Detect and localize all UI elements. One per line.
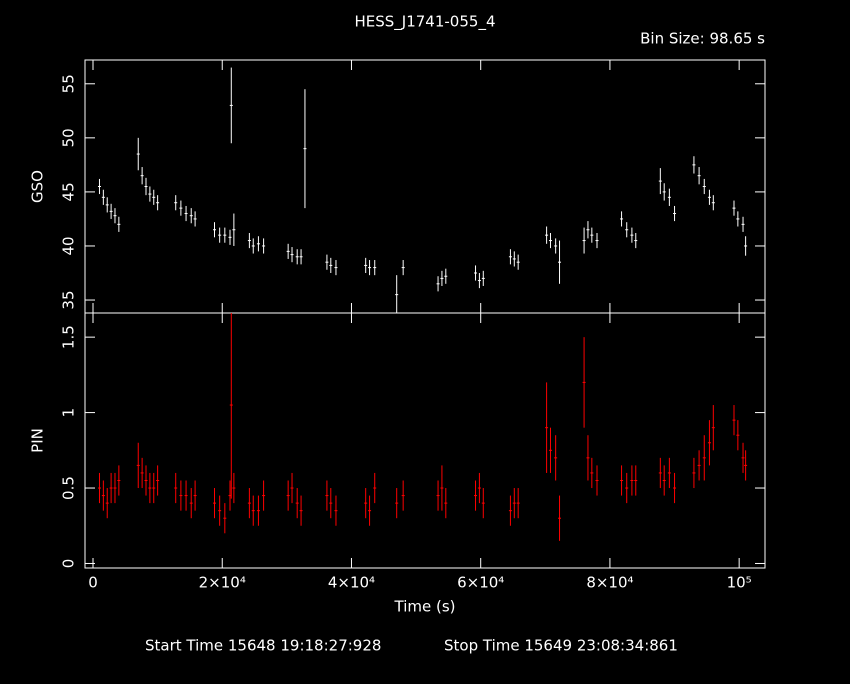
- x-tick-label: 6×10⁴: [457, 574, 504, 592]
- bin-size: Bin Size: 98.65 s: [640, 30, 765, 48]
- y-tick-label: 55: [60, 74, 78, 93]
- y-tick-label: 45: [60, 182, 78, 201]
- y-tick-label: 35: [60, 290, 78, 309]
- y-tick-label: 0: [60, 559, 78, 569]
- y-tick-label: 1: [60, 408, 78, 418]
- y-tick-label: 50: [60, 128, 78, 147]
- chart-title: HESS_J1741-055_4: [355, 13, 496, 32]
- panel-frame: [84, 59, 766, 314]
- y-tick-label: 40: [60, 236, 78, 255]
- x-axis-label: Time (s): [394, 598, 456, 616]
- x-tick-label: 8×10⁴: [586, 574, 633, 592]
- start-time: Start Time 15648 19:18:27:928: [145, 637, 381, 655]
- x-tick-label: 10⁵: [727, 574, 752, 592]
- y-axis-label: GSO: [29, 170, 47, 203]
- x-tick-label: 2×10⁴: [199, 574, 246, 592]
- y-axis-label: PIN: [29, 428, 47, 453]
- panel-frame: [84, 312, 766, 569]
- x-tick-label: 4×10⁴: [328, 574, 375, 592]
- y-tick-label: 1.5: [60, 325, 78, 349]
- x-tick-label: 0: [88, 574, 98, 592]
- y-tick-label: 0.5: [60, 476, 78, 500]
- stop-time: Stop Time 15649 23:08:34:861: [444, 637, 678, 655]
